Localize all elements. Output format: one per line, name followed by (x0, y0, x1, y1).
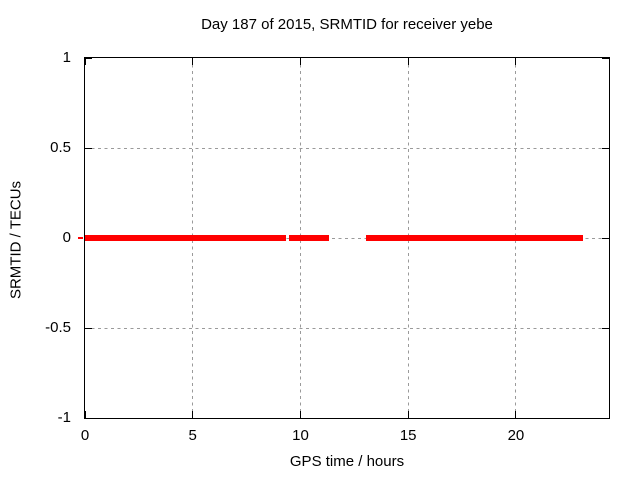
y-tick-label: 0 (62, 229, 71, 246)
y-tick-mark (85, 327, 92, 329)
x-tick-label: 5 (188, 427, 197, 444)
y-tick-label: 1 (62, 49, 71, 66)
x-tick-label: 10 (292, 427, 309, 444)
y-gridline (85, 147, 609, 149)
y-tick-mark-right (602, 417, 609, 419)
plot-area (77, 57, 610, 419)
y-tick-mark-right (602, 147, 609, 149)
x-tick-label: 15 (399, 427, 417, 444)
data-line-segment (85, 235, 287, 241)
y-tick-mark-right (602, 327, 609, 329)
y-tick-label: -1 (57, 409, 71, 426)
y-tick-label: -0.5 (45, 319, 71, 336)
y-tick-mark (85, 147, 92, 149)
x-tick-mark (299, 411, 301, 418)
x-tick-mark-top (84, 58, 86, 65)
x-axis-label: GPS time / hours (289, 453, 405, 470)
y-tick-mark-right (602, 57, 609, 59)
chart-title: Day 187 of 2015, SRMTID for receiver yeb… (201, 16, 493, 33)
y-tick-mark (85, 57, 92, 59)
x-tick-mark (192, 411, 194, 418)
x-tick-mark-top (407, 58, 409, 65)
y-tick-mark-right (602, 237, 609, 239)
y-tick-mark (85, 417, 92, 419)
x-tick-label: 0 (80, 427, 90, 444)
y-tick-label: 0.5 (50, 139, 71, 156)
x-tick-mark (84, 411, 86, 418)
x-tick-mark (515, 411, 517, 418)
x-tick-mark-top (192, 58, 194, 65)
y-gridline (85, 327, 609, 329)
edge-artifact-dash (77, 237, 83, 239)
data-line-segment (288, 235, 329, 241)
x-tick-mark (407, 411, 409, 418)
x-tick-mark-top (299, 58, 301, 65)
data-line-segment (365, 235, 583, 241)
x-tick-mark-top (515, 58, 517, 65)
x-tick-label: 20 (507, 427, 525, 444)
y-gridline (85, 237, 609, 239)
